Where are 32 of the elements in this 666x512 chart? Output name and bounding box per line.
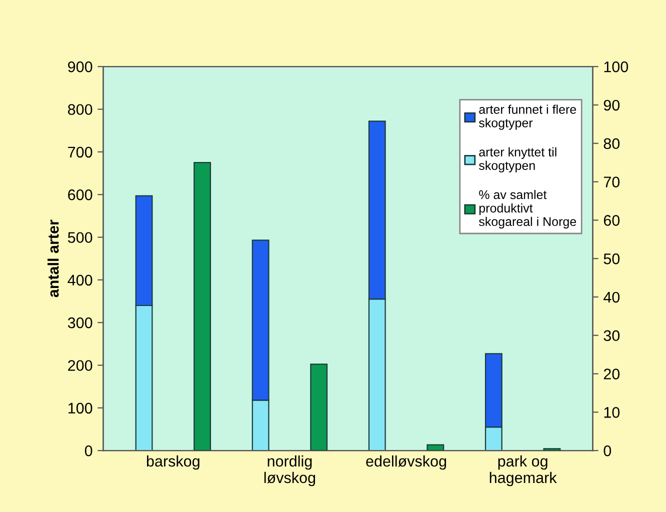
y-axis-title: antall arter: [48, 220, 59, 298]
y2-tick-label: 30: [604, 330, 620, 342]
legend-label: arter knyttet til skogtypen: [478, 147, 556, 172]
x-tick-label: barskog: [146, 455, 200, 470]
y-tick-label: 300: [68, 317, 92, 328]
y-tick-label: 700: [68, 146, 92, 158]
y-tick-label: 200: [68, 360, 92, 371]
y2-tick-label: 20: [604, 368, 620, 380]
x-tick-label: park og hagemark: [490, 455, 557, 486]
y2-tick-label: 80: [604, 138, 620, 150]
y-tick-label: 0: [84, 445, 92, 456]
y2-tick-label: 50: [604, 253, 620, 264]
bar: [426, 444, 444, 451]
y-tick-label: 900: [68, 61, 92, 72]
y2-tick-label: 100: [604, 61, 628, 72]
y2-tick-label: 40: [604, 292, 620, 303]
bar: [310, 364, 328, 451]
y-tick-label: 800: [68, 104, 92, 115]
bar: [194, 162, 212, 451]
y2-tick-label: 10: [604, 407, 620, 418]
x-tick-label: nordlig løvskog: [264, 455, 316, 486]
legend-label: arter funnet i flere skogtyper: [478, 104, 576, 130]
y-tick-label: 400: [68, 274, 92, 286]
y-tick-label: 100: [68, 402, 92, 414]
y2-tick-label: 0: [604, 445, 612, 456]
x-tick-label: edelløvskog: [366, 455, 446, 470]
y-tick-label: 500: [68, 232, 92, 243]
y-tick-label: 600: [68, 189, 92, 200]
y2-tick-label: 60: [604, 215, 620, 226]
legend-label: % av samlet produktivt skogareal i Norge: [478, 190, 576, 229]
y2-tick-label: 70: [604, 176, 620, 188]
y2-tick-label: 90: [604, 100, 620, 111]
